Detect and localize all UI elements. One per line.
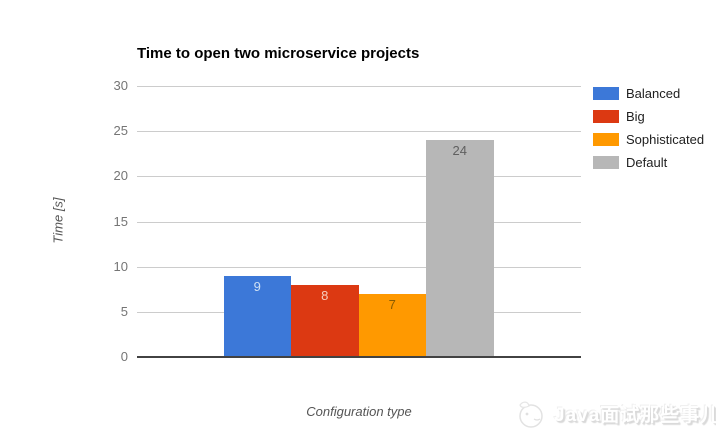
legend-item-balanced[interactable]: Balanced <box>593 86 704 101</box>
x-axis-title: Configuration type <box>306 404 412 419</box>
gridline <box>137 176 581 178</box>
legend-label: Sophisticated <box>626 132 705 147</box>
gridline <box>137 86 581 87</box>
bar-value-label: 7 <box>388 296 396 312</box>
legend-label: Default <box>626 155 668 170</box>
x-axis-line <box>137 356 581 358</box>
legend: Balanced Big Sophisticated Default <box>593 86 704 178</box>
bar-sophisticated[interactable]: 7 <box>358 293 426 357</box>
watermark-logo-icon <box>519 401 543 428</box>
y-tick-label: 30 <box>113 78 128 93</box>
gridline <box>137 131 581 133</box>
gridline <box>137 266 581 268</box>
y-tick-label: 25 <box>113 123 128 139</box>
legend-item-default[interactable]: Default <box>593 155 704 170</box>
legend-swatch <box>593 110 619 123</box>
plot-area: 9 8 7 24 <box>137 86 581 358</box>
bar-big[interactable]: 8 <box>291 284 359 357</box>
y-axis-ticks: 0 5 10 15 20 25 30 <box>0 78 128 364</box>
gridline <box>137 221 581 223</box>
bar-value-label: 24 <box>452 143 467 159</box>
legend-label: Balanced <box>626 86 681 101</box>
bar-balanced[interactable]: 9 <box>223 275 291 357</box>
legend-label: Big <box>626 109 645 124</box>
watermark-text: Java面试那些事儿 <box>554 404 716 426</box>
bar-value-label: 9 <box>253 278 261 294</box>
y-tick-label: 15 <box>113 213 128 229</box>
y-tick-label: 5 <box>120 303 128 319</box>
bar-value-label: 8 <box>321 287 329 303</box>
y-tick-label: 10 <box>113 258 128 274</box>
legend-item-big[interactable]: Big <box>593 109 704 124</box>
legend-swatch <box>593 133 619 146</box>
legend-swatch <box>593 87 619 100</box>
legend-swatch <box>593 156 619 169</box>
chart-title: Time to open two microservice projects <box>137 45 420 62</box>
y-tick-label: 0 <box>120 349 128 364</box>
legend-item-sophisticated[interactable]: Sophisticated <box>593 132 704 147</box>
bar-default[interactable]: 24 <box>426 140 494 357</box>
watermark: Java面试那些事儿 <box>512 395 716 431</box>
y-tick-label: 20 <box>113 168 128 184</box>
